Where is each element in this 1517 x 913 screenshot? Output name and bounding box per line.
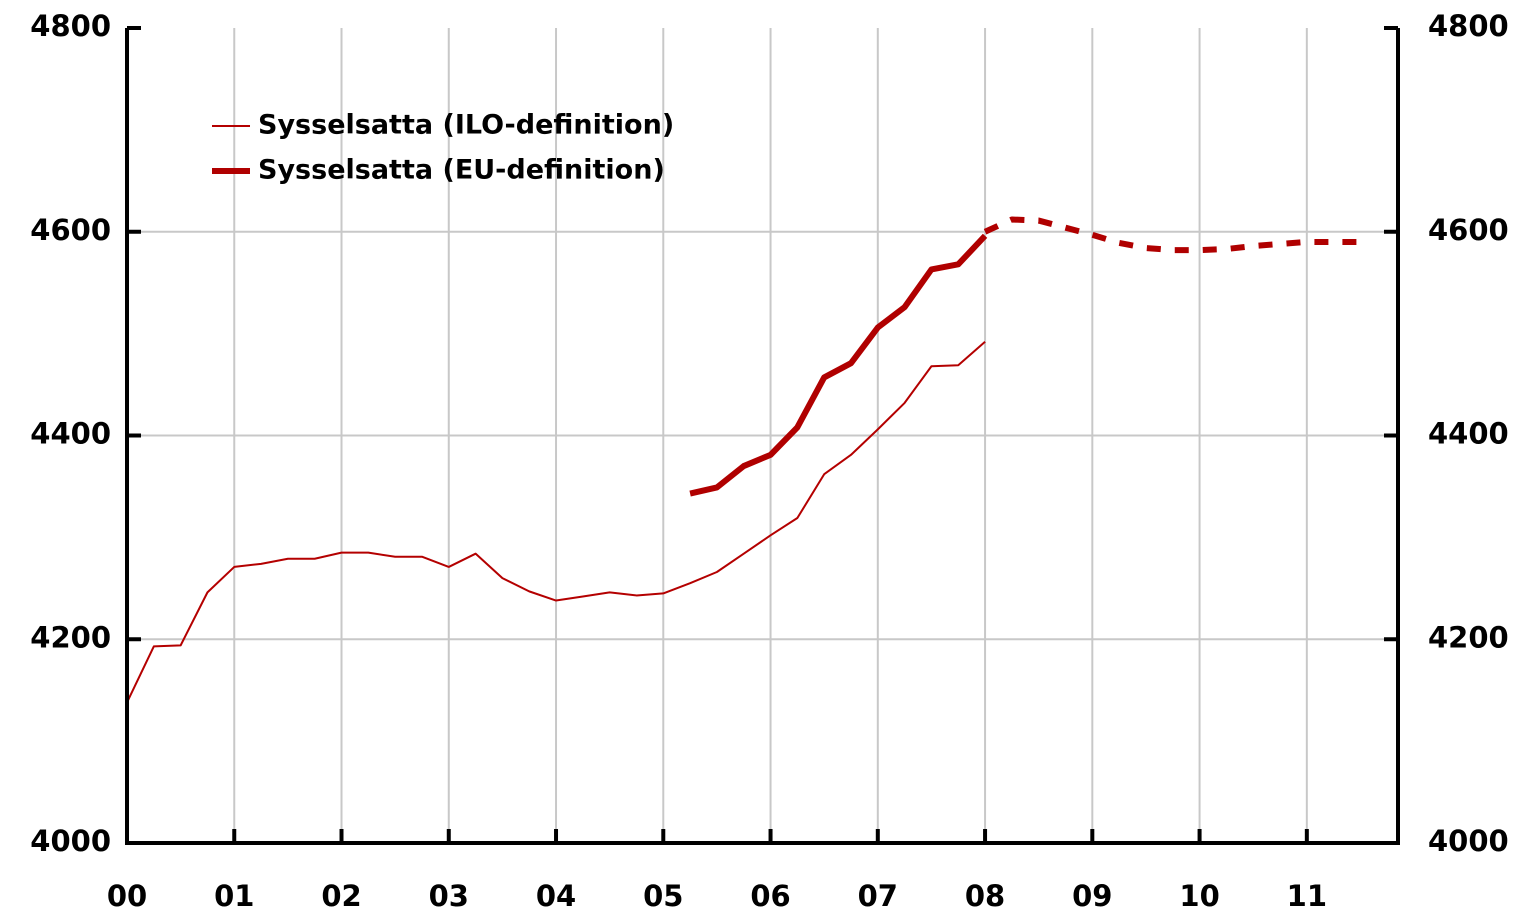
x-tick-label: 10	[1179, 879, 1219, 913]
y-tick-label: 4800	[30, 9, 111, 43]
x-tick-label: 05	[643, 879, 683, 913]
x-tick-label: 03	[429, 879, 469, 913]
legend-label: Sysselsatta (ILO-definition)	[258, 110, 674, 141]
x-tick-label: 09	[1072, 879, 1112, 913]
x-tick-label: 04	[536, 879, 576, 913]
y-tick-label: 4000	[30, 824, 111, 858]
y2-tick-label: 4200	[1428, 620, 1509, 654]
x-tick-label: 02	[321, 879, 361, 913]
y-tick-label: 4600	[30, 213, 111, 247]
y2-tick-label: 4800	[1428, 9, 1509, 43]
series-line	[126, 341, 986, 703]
x-tick-label: 08	[965, 879, 1005, 913]
series-line	[689, 233, 988, 497]
x-tick-label: 11	[1287, 879, 1327, 913]
y2-tick-label: 4600	[1428, 213, 1509, 247]
x-tick-label: 00	[107, 879, 147, 913]
series-line	[983, 216, 1361, 254]
legend-label: Sysselsatta (EU-definition)	[258, 155, 665, 186]
y2-tick-label: 4000	[1428, 824, 1509, 858]
y2-tick-label: 4400	[1428, 417, 1509, 451]
x-tick-label: 01	[214, 879, 254, 913]
x-tick-label: 06	[750, 879, 790, 913]
x-tick-label: 07	[858, 879, 898, 913]
y-tick-label: 4200	[30, 620, 111, 654]
y-tick-label: 4400	[30, 417, 111, 451]
